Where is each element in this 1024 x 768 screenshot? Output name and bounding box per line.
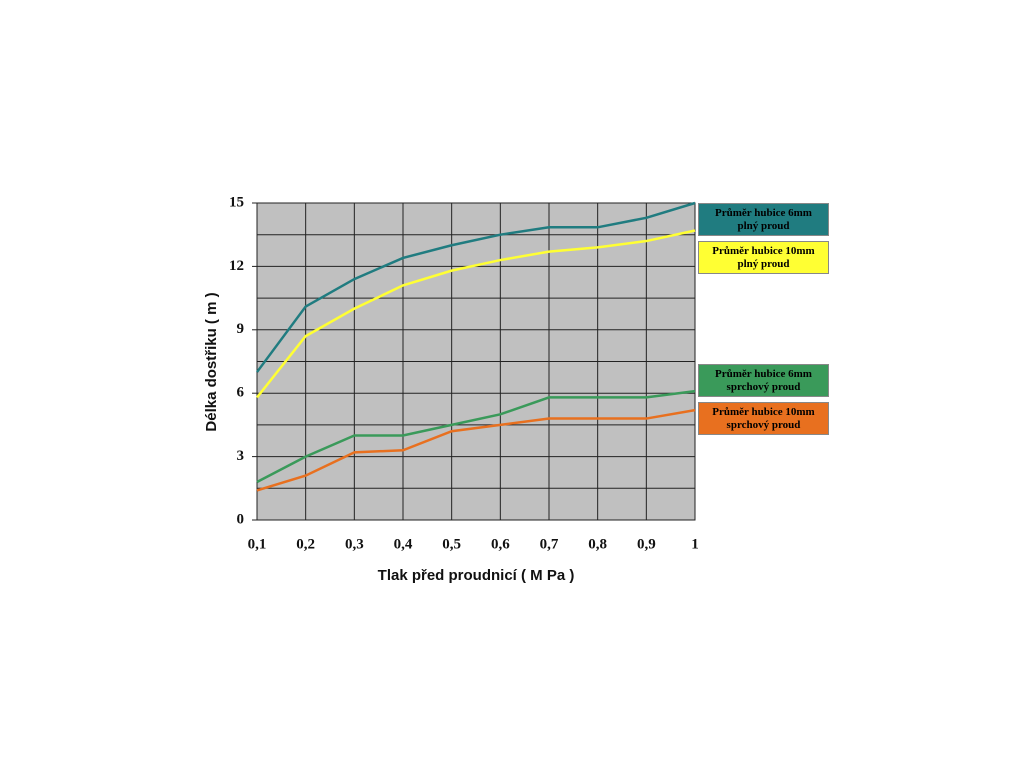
x-tick-label: 0,7 [540,536,559,552]
legend-entry: Průměr hubice 6mm sprchový proud [698,364,829,397]
y-tick-label: 9 [237,321,245,337]
line-series [255,201,696,373]
x-tick-label: 1 [691,536,699,552]
y-tick-label: 0 [237,511,245,527]
plot-border [256,202,696,521]
y-tick-label: 12 [229,258,244,274]
x-tick-label: 0,1 [248,536,267,552]
line-series [256,229,696,399]
x-tick-label: 0,8 [588,536,607,552]
x-tick-label: 0,2 [296,536,315,552]
line-series [256,408,696,492]
x-tick-label: 0,6 [491,536,510,552]
legend-entry: Průměr hubice 10mm plný proud [698,241,829,274]
x-tick-label: 0,9 [637,536,656,552]
y-tick-label: 6 [237,385,245,401]
x-tick-label: 0,4 [394,536,413,552]
x-axis-title: Tlak před proudnicí ( M Pa ) [378,567,575,584]
x-tick-label: 0,3 [345,536,364,552]
legend-entry: Průměr hubice 10mm sprchový proud [698,402,829,435]
x-tick-label: 0,5 [442,536,461,552]
y-tick-label: 3 [237,448,245,464]
legend-entry: Průměr hubice 6mm plný proud [698,203,829,236]
y-axis-title: Délka dostřiku ( m ) [203,292,220,431]
y-tick-label: 15 [229,194,244,210]
line-series [256,389,696,484]
